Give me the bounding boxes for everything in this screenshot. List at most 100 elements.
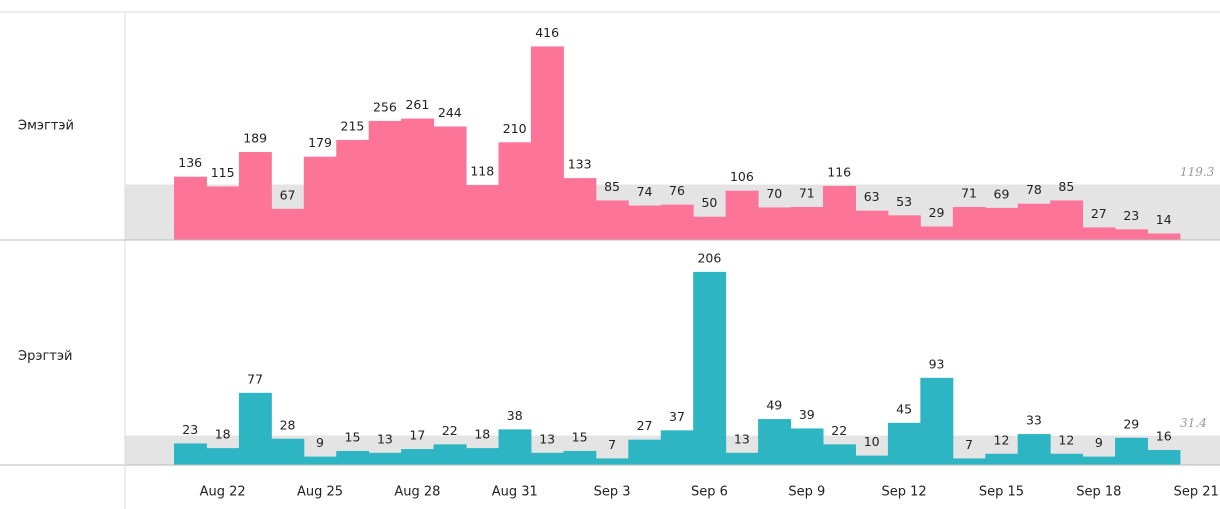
bar — [206, 186, 240, 240]
bar — [887, 215, 921, 240]
value-label: 256 — [373, 99, 397, 114]
bar — [303, 456, 337, 465]
value-label: 115 — [211, 165, 235, 180]
value-label: 85 — [1058, 179, 1074, 194]
bar — [238, 392, 272, 465]
bar — [823, 186, 856, 240]
value-label: 77 — [247, 371, 263, 386]
value-label: 74 — [637, 184, 653, 199]
bar — [823, 444, 856, 465]
bar — [952, 458, 986, 465]
value-label: 28 — [280, 417, 296, 432]
value-label: 7 — [965, 437, 973, 452]
bar — [693, 271, 727, 465]
reference-label: 31.4 — [1180, 416, 1207, 430]
value-label: 15 — [345, 429, 361, 444]
row-label: Эрэгтэй — [18, 349, 72, 364]
value-label: 76 — [669, 183, 685, 198]
bar — [920, 226, 954, 240]
bar — [725, 190, 759, 240]
value-label: 78 — [1026, 182, 1042, 197]
bar — [206, 448, 240, 465]
bar — [174, 443, 207, 465]
bar — [790, 206, 824, 240]
bar — [433, 444, 467, 465]
x-tick-label: Aug 25 — [297, 485, 343, 500]
x-tick-label: Sep 21 — [1174, 485, 1219, 500]
bar — [985, 207, 1019, 240]
value-label: 85 — [604, 179, 620, 194]
value-label: 45 — [896, 401, 912, 416]
value-label: 12 — [1058, 432, 1074, 447]
bar — [628, 205, 662, 240]
bar — [368, 120, 402, 240]
bar — [238, 152, 272, 240]
value-label: 69 — [994, 186, 1010, 201]
bar — [855, 210, 889, 240]
bar — [271, 208, 305, 240]
value-label: 23 — [1123, 208, 1139, 223]
bar — [498, 142, 532, 240]
value-label: 136 — [178, 155, 202, 170]
x-tick-label: Sep 9 — [788, 485, 825, 500]
bar — [563, 450, 597, 465]
reference-label: 119.3 — [1180, 165, 1215, 179]
value-label: 37 — [669, 409, 685, 424]
value-label: 18 — [474, 427, 490, 442]
bar — [1147, 450, 1181, 465]
bar — [725, 452, 759, 465]
bar — [368, 452, 402, 465]
value-label: 50 — [701, 195, 717, 210]
bar — [401, 118, 435, 240]
value-label: 39 — [799, 407, 815, 422]
x-tick-label: Sep 15 — [979, 485, 1024, 500]
x-tick-label: Sep 6 — [691, 485, 728, 500]
bar — [401, 449, 435, 465]
bar — [1082, 227, 1116, 240]
bar — [595, 458, 629, 465]
bar — [433, 126, 467, 240]
value-label: 9 — [1095, 435, 1103, 450]
x-tick-label: Sep 18 — [1076, 485, 1121, 500]
value-label: 206 — [697, 250, 721, 265]
bar — [1050, 200, 1084, 240]
value-label: 23 — [182, 422, 198, 437]
bar — [530, 452, 564, 465]
value-label: 215 — [341, 118, 365, 133]
bar — [530, 46, 564, 241]
value-label: 118 — [470, 164, 494, 179]
bar — [303, 156, 337, 240]
value-label: 16 — [1156, 429, 1172, 444]
value-label: 7 — [608, 437, 616, 452]
bar — [174, 176, 207, 240]
bar — [563, 178, 597, 240]
bar — [920, 377, 954, 465]
x-tick-label: Sep 3 — [594, 485, 631, 500]
value-label: 67 — [280, 187, 296, 202]
bar — [758, 207, 792, 240]
value-label: 10 — [864, 434, 880, 449]
bar — [1017, 434, 1051, 465]
bar — [758, 419, 792, 465]
x-tick-label: Aug 22 — [200, 485, 246, 500]
value-label: 27 — [637, 418, 653, 433]
bar — [1115, 437, 1148, 465]
value-label: 9 — [316, 435, 324, 450]
bar — [1050, 453, 1084, 465]
value-label: 49 — [766, 398, 782, 413]
value-label: 22 — [831, 423, 847, 438]
value-label: 13 — [734, 431, 750, 446]
value-label: 13 — [539, 431, 555, 446]
x-tick-label: Sep 12 — [882, 485, 927, 500]
value-label: 244 — [438, 105, 462, 120]
value-label: 210 — [503, 121, 527, 136]
bar — [498, 429, 532, 465]
value-label: 22 — [442, 423, 458, 438]
value-label: 33 — [1026, 413, 1042, 428]
value-label: 93 — [929, 356, 945, 371]
x-tick-label: Aug 31 — [492, 485, 538, 500]
bar — [1017, 203, 1051, 240]
bar — [985, 453, 1019, 465]
value-label: 116 — [827, 165, 851, 180]
